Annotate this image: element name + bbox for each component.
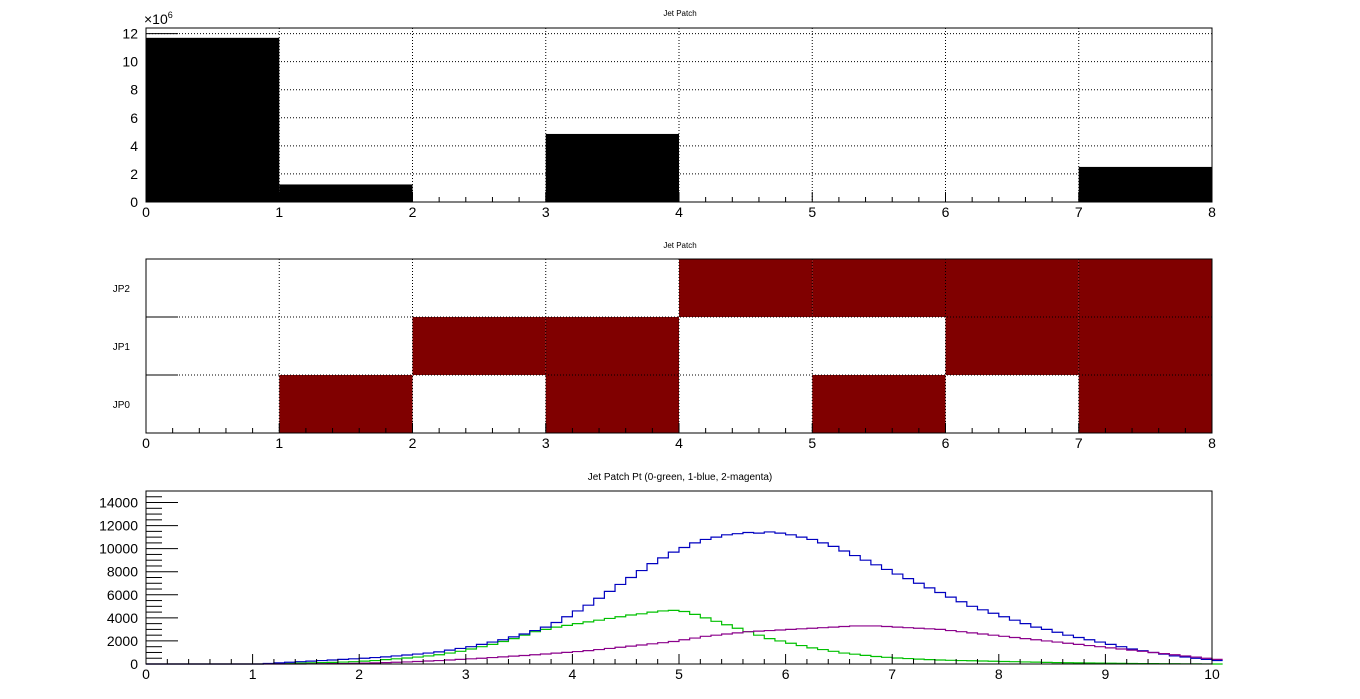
cell	[545, 375, 679, 433]
x-tick-label: 6	[942, 435, 950, 451]
x-tick-label: 10	[1204, 666, 1220, 682]
x-tick-label: 9	[1102, 666, 1110, 682]
x-tick-label: 8	[995, 666, 1003, 682]
x-tick-label: 6	[782, 666, 790, 682]
x-tick-label: 6	[942, 204, 950, 220]
chart-title: Jet Patch	[663, 9, 696, 18]
x-tick-label: 2	[355, 666, 363, 682]
x-tick-label: 8	[1208, 435, 1216, 451]
y-category-label: JP0	[113, 400, 131, 411]
series-line-1	[146, 531, 1223, 665]
x-tick-label: 5	[675, 666, 683, 682]
y-tick-label: 8000	[107, 564, 138, 580]
x-tick-label: 8	[1208, 204, 1216, 220]
y-category-label: JP2	[113, 284, 131, 295]
bar	[545, 133, 679, 202]
plot-frame	[145, 490, 1213, 665]
bar	[1078, 166, 1212, 202]
bar	[279, 184, 413, 202]
y-tick-label: 0	[130, 194, 138, 210]
x-tick-label: 4	[675, 204, 683, 220]
panel-jet-patch-map: Jet Patch 0 1 2 3 4 5 6 7 8 JP0 JP1 JP2	[113, 241, 1216, 451]
x-tick-label: 4	[675, 435, 683, 451]
x-tick-label: 2	[409, 204, 417, 220]
y-tick-label: 10	[122, 54, 138, 70]
y-tick-label: 2	[130, 166, 138, 182]
series-line-0	[146, 609, 1223, 665]
y-tick-label: 10000	[99, 541, 138, 557]
y-tick-label: 12	[122, 26, 138, 42]
y-tick-label: 8	[130, 82, 138, 98]
x-tick-label: 3	[542, 204, 550, 220]
y-tick-label: 14000	[99, 495, 138, 511]
axes: 0 1 2 3 4 5 6 7 8 9 10 0 2000 4000 6000 8000 10000 12000 1…	[99, 490, 1220, 682]
x-tick-label: 2	[409, 435, 417, 451]
cell	[1078, 375, 1212, 433]
y-tick-label: 6000	[107, 587, 138, 603]
x-tick-label: 3	[462, 666, 470, 682]
series-line-2	[146, 625, 1223, 665]
y-tick-label: 4000	[107, 610, 138, 626]
axes: 0 1 2 3 4 5 6 7 8 JP0 JP1 JP2	[113, 284, 1216, 451]
series-lines	[146, 531, 1223, 665]
cell	[945, 317, 1079, 375]
y-exponent-label: ×106	[144, 10, 173, 27]
x-tick-label: 1	[249, 666, 257, 682]
y-tick-label: 6	[130, 110, 138, 126]
x-tick-label: 0	[142, 435, 150, 451]
x-tick-label: 5	[808, 204, 816, 220]
x-tick-label: 0	[142, 204, 150, 220]
x-tick-label: 7	[888, 666, 896, 682]
y-tick-label: 12000	[99, 518, 138, 534]
cell	[545, 317, 679, 375]
bars	[146, 37, 1212, 202]
x-tick-label: 7	[1075, 435, 1083, 451]
cell	[945, 259, 1079, 317]
x-tick-label: 1	[275, 204, 283, 220]
cell	[1078, 259, 1212, 317]
cell	[812, 259, 946, 317]
cell	[279, 375, 413, 433]
chart-title: Jet Patch	[663, 241, 696, 250]
cell	[1078, 317, 1212, 375]
bar	[146, 37, 280, 202]
x-tick-label: 5	[808, 435, 816, 451]
x-tick-label: 0	[142, 666, 150, 682]
y-category-label: JP1	[113, 342, 131, 353]
cell	[679, 259, 813, 317]
cell	[812, 375, 946, 433]
x-tick-label: 4	[569, 666, 577, 682]
y-tick-label: 4	[130, 138, 138, 154]
x-tick-label: 1	[275, 435, 283, 451]
y-tick-label: 0	[130, 656, 138, 672]
chart-title: Jet Patch Pt (0-green, 1-blue, 2-magenta…	[588, 472, 773, 483]
x-tick-label: 3	[542, 435, 550, 451]
panel-jet-patch-pt: Jet Patch Pt (0-green, 1-blue, 2-magenta…	[99, 472, 1223, 682]
y-tick-label: 2000	[107, 633, 138, 649]
cells	[279, 259, 1212, 433]
cell	[412, 317, 546, 375]
x-tick-label: 7	[1075, 204, 1083, 220]
